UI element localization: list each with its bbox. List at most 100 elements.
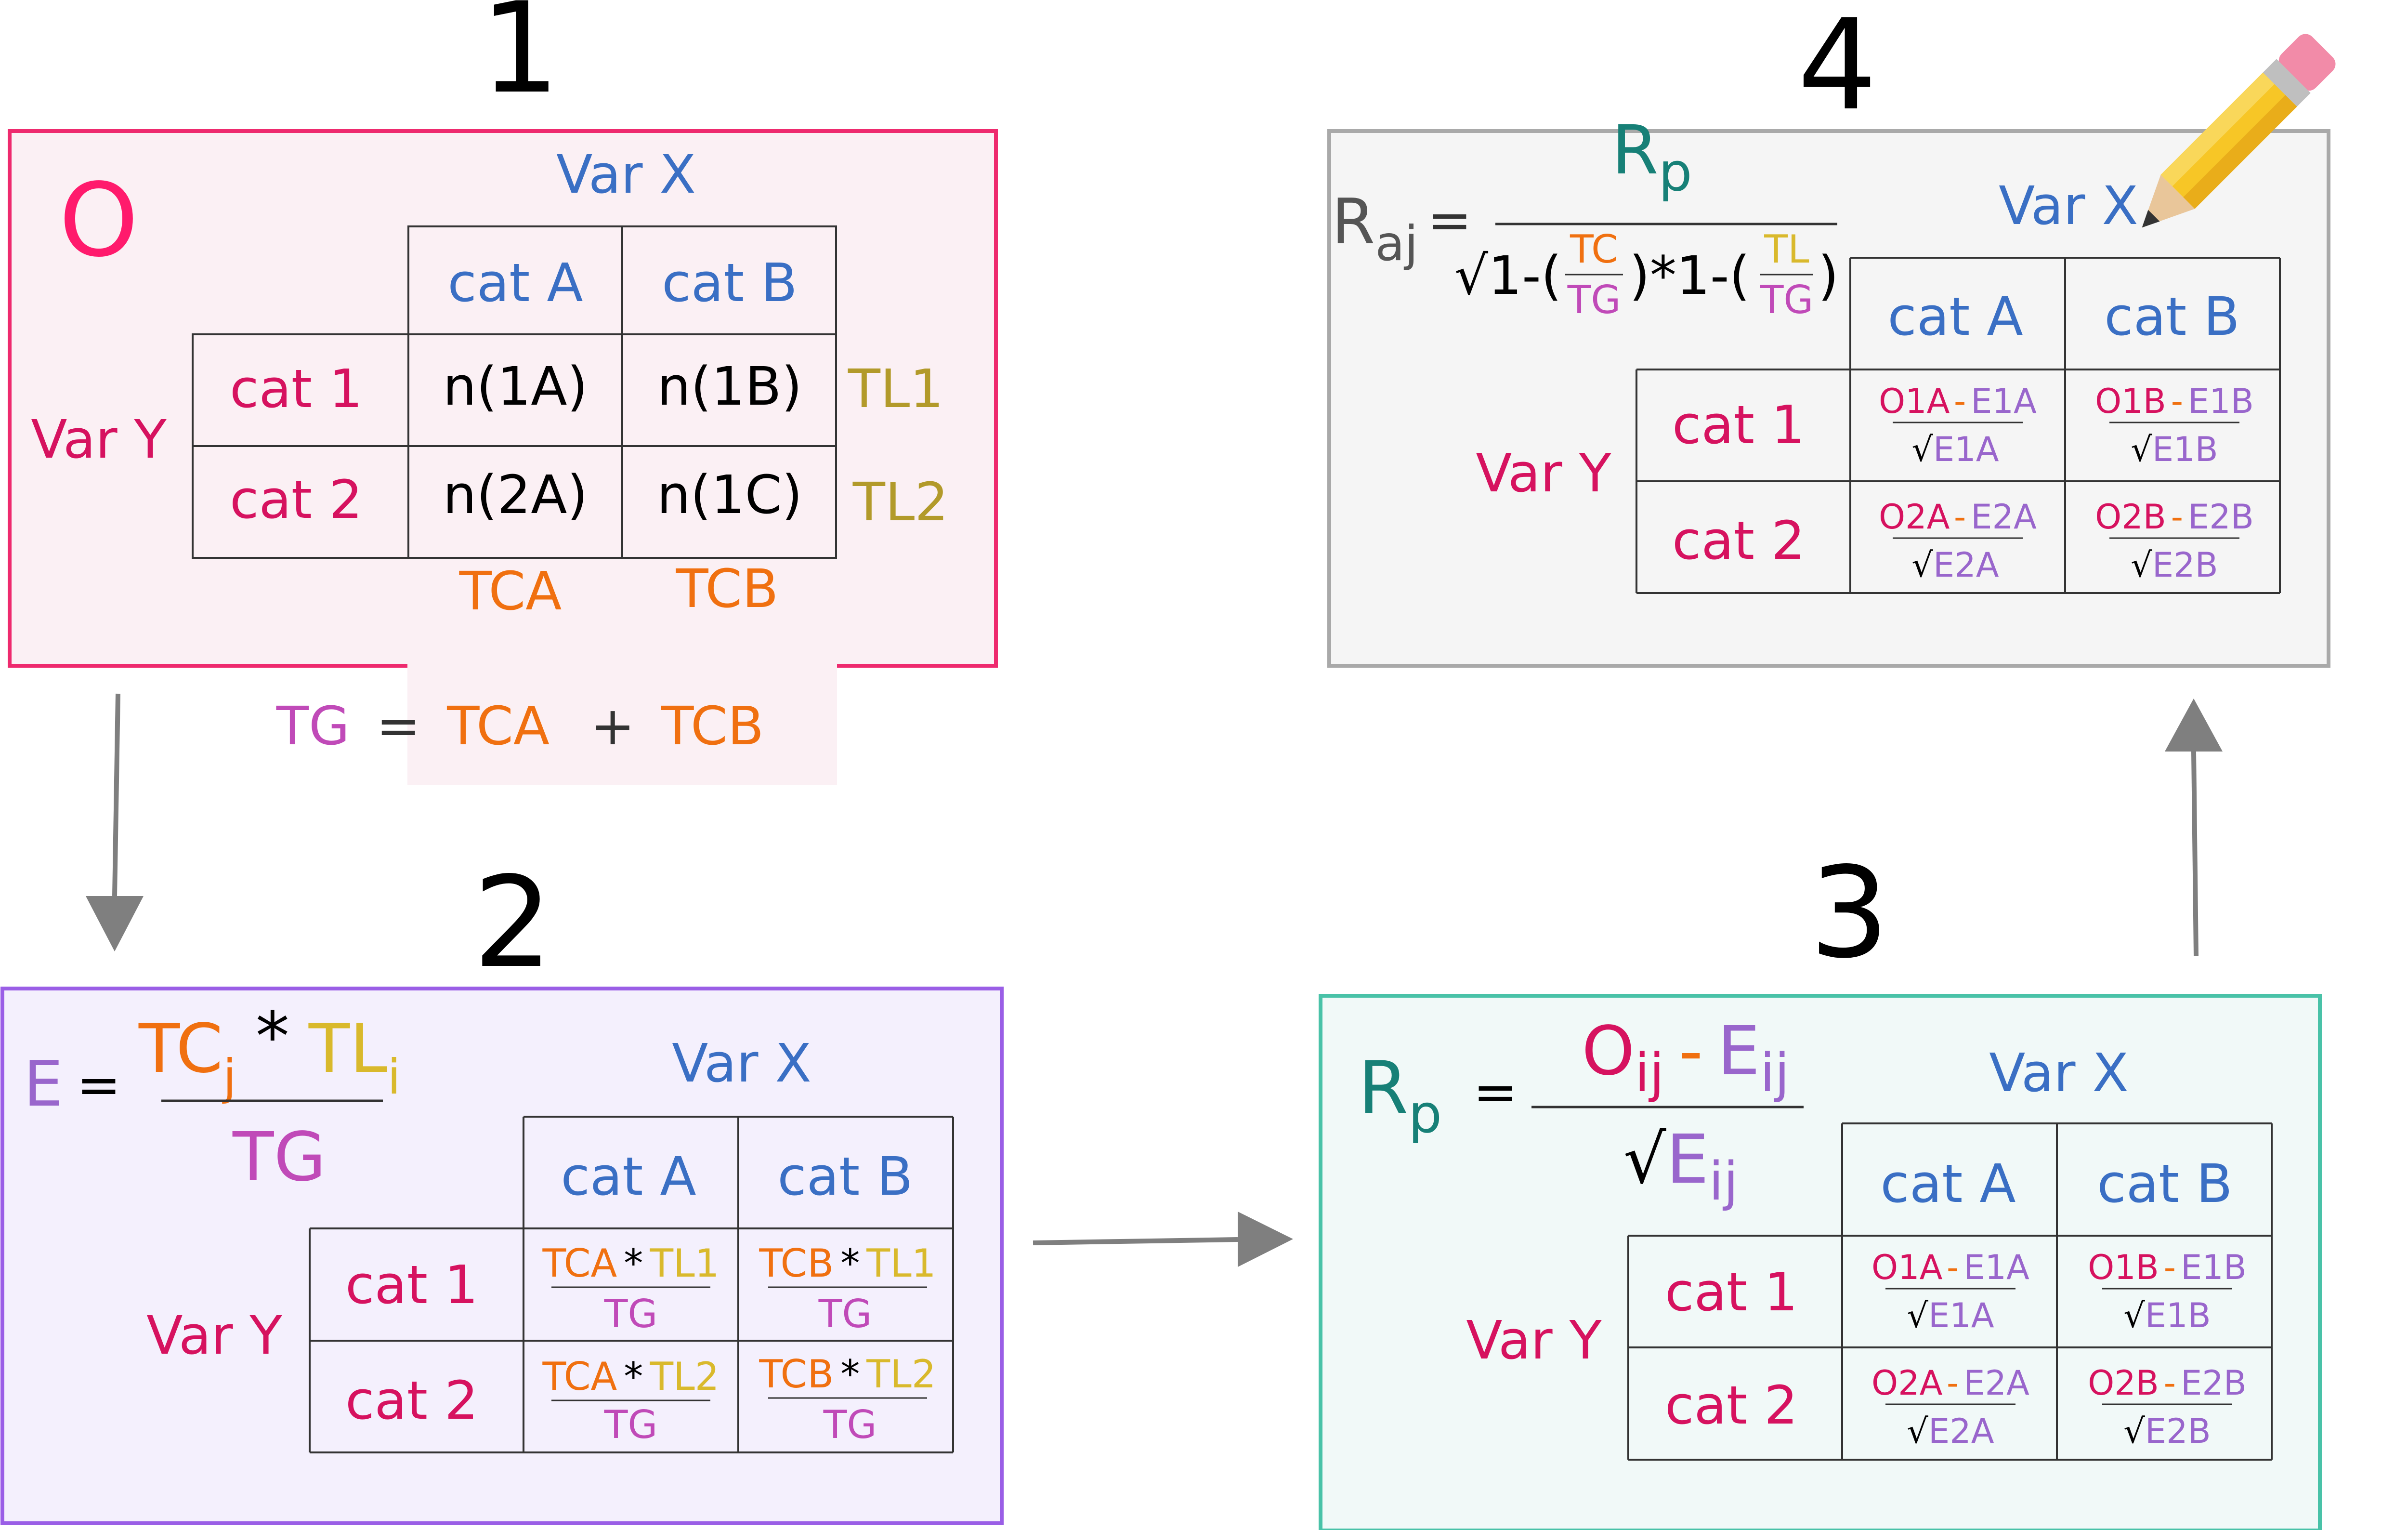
step-number-4: 4 (1797, 0, 1877, 138)
expected-symbol: E (24, 1047, 63, 1121)
tc-term: TC (138, 1010, 223, 1088)
row-total-1: TL1 (848, 358, 943, 420)
total-formula: TG = TCA + TCB (276, 695, 764, 757)
residual-numerator: Oij - Eij (1582, 1012, 1789, 1104)
var-y-label: Var Y (1466, 1309, 1602, 1371)
adjusted-den-mid: )*1-( (1629, 245, 1750, 306)
adjusted-table (1636, 257, 2281, 594)
svg-text:TG: TG (604, 1292, 658, 1336)
step-3-panel: 3 Rp = Oij - Eij √Eij Var X Var Y cat A ca… (1319, 841, 2322, 1530)
cell-1a: n(1A) (443, 356, 588, 417)
residual-table (1627, 1122, 2273, 1461)
plus-sign: + (590, 695, 635, 757)
col-total-a: TCA (459, 560, 562, 622)
arrow-icon (1238, 1212, 1293, 1267)
svg-text:O2A-E2A: O2A - E2A (1871, 1363, 2029, 1403)
adjusted-cell-2a: O2A - E2A √E2A (1879, 497, 2037, 585)
adjusted-symbol: Raj (1332, 185, 1418, 272)
col-header-cat-a: cat A (561, 1146, 696, 1207)
adjusted-numerator: Rp (1611, 111, 1692, 203)
eq-sign: = (376, 695, 420, 757)
row-header-cat-1: cat 1 (1672, 394, 1805, 456)
col-header-cat-a: cat A (447, 252, 583, 314)
arrow-3-to-4 (2191, 751, 2199, 957)
expected-cell-1b: TCB * TL1 TG (759, 1241, 936, 1336)
expected-denominator: TG (232, 1118, 326, 1197)
residual-cell-1a: O1A - E1A √E1A (1871, 1248, 2029, 1335)
col-header-cat-b: cat B (2097, 1153, 2232, 1214)
var-x-label: Var X (1989, 1042, 2129, 1104)
expected-cell-2a: TCA * TL2 TG (542, 1354, 719, 1447)
row-total-2: TL2 (852, 471, 948, 533)
expected-cell-2b: TCB * TL2 TG (759, 1352, 936, 1447)
col-header-cat-b: cat B (777, 1146, 913, 1207)
adjusted-tl: TL (1764, 227, 1809, 272)
svg-text:O2A-E2A: O2A - E2A (1879, 497, 2037, 537)
var-y-label: Var Y (31, 409, 167, 470)
row-header-cat-1: cat 1 (345, 1254, 478, 1316)
svg-text:√E2A: √E2A (1907, 1411, 1994, 1451)
svg-text:√E2B: √E2B (2131, 545, 2218, 585)
svg-text:TCA*TL2: TCA * TL2 (542, 1354, 719, 1399)
adjusted-cell-2b: O2B - E2B √E2B (2095, 497, 2254, 585)
adjusted-den-start: √1-( (1454, 245, 1562, 306)
star: * (256, 998, 289, 1076)
adjusted-tg-1: TG (1567, 277, 1621, 322)
expected-cell-1a: TCA * TL1 TG (542, 1241, 719, 1336)
row-header-cat-2: cat 2 (345, 1370, 478, 1431)
svg-text:√E1B: √E1B (2123, 1296, 2211, 1335)
svg-text:O2B-E2B: O2B - E2B (2095, 497, 2254, 537)
svg-text:TG: TG (823, 1402, 877, 1447)
row-header-cat-1: cat 1 (230, 358, 363, 420)
residual-denominator: √Eij (1623, 1121, 1739, 1212)
tl-sub: i (387, 1049, 401, 1105)
observed-symbol: O (59, 161, 138, 279)
arrow-icon (2165, 699, 2223, 752)
step-number-2: 2 (473, 850, 552, 996)
adjusted-eq: = (1427, 189, 1472, 251)
step-4-panel: 4 Raj = Rp √1-( TC TG )*1-( TL TG ) Var … (1327, 0, 2336, 668)
svg-text:√E1A: √E1A (1911, 430, 1999, 469)
residual-cell-2b: O2B - E2B √E2B (2088, 1363, 2247, 1451)
svg-text:O1A-E1A: O1A - E1A (1871, 1248, 2029, 1287)
row-header-cat-2: cat 2 (1665, 1374, 1798, 1436)
cell-2a: n(2A) (443, 464, 588, 526)
svg-text:√E1B: √E1B (2131, 430, 2218, 469)
arrow-2-to-3 (1033, 1237, 1238, 1245)
svg-text:TG: TG (818, 1292, 872, 1336)
adjusted-den-end: ) (1818, 245, 1839, 306)
col-header-cat-a: cat A (1880, 1153, 2015, 1214)
svg-text:O1A-E1A: O1A - E1A (1879, 382, 2037, 421)
svg-text:TCB*TL1: TCB * TL1 (759, 1241, 936, 1286)
col-header-cat-a: cat A (1887, 286, 2023, 347)
cell-1b: n(1B) (657, 356, 802, 417)
step-2-panel: 2 E = TCj * TLi TG Var X Var Y cat A cat B… (0, 850, 1004, 1525)
cell-2b: n(1C) (657, 464, 802, 526)
var-x-label: Var X (556, 144, 696, 205)
svg-text:O1B-E1B: O1B - E1B (2088, 1248, 2247, 1287)
svg-text:TCA*TL1: TCA * TL1 (542, 1241, 719, 1286)
col-header-cat-b: cat B (662, 252, 797, 314)
row-header-cat-2: cat 2 (1672, 510, 1805, 571)
residual-cell-1b: O1B - E1B √E1B (2088, 1248, 2247, 1335)
svg-text:O2B-E2B: O2B - E2B (2088, 1363, 2247, 1403)
row-header-cat-2: cat 2 (230, 469, 363, 530)
adjusted-tc: TC (1570, 227, 1618, 272)
svg-text:TCB*TL2: TCB * TL2 (759, 1352, 936, 1397)
step-number-1: 1 (480, 0, 560, 121)
adjusted-tg-2: TG (1760, 277, 1814, 322)
var-y-label: Var Y (1476, 442, 1611, 504)
expected-box (0, 987, 1004, 1525)
svg-text:√E2B: √E2B (2123, 1411, 2211, 1451)
var-x-label: Var X (1999, 175, 2138, 237)
col-header-cat-b: cat B (2104, 286, 2239, 347)
svg-text:√E2A: √E2A (1911, 545, 1999, 585)
var-x-label: Var X (672, 1032, 811, 1094)
residual-cell-2a: O2A - E2A √E2A (1871, 1363, 2029, 1451)
expected-table (309, 1116, 954, 1453)
residual-box (1319, 994, 2322, 1530)
expected-eq: = (77, 1054, 121, 1116)
svg-text:√E1A: √E1A (1907, 1296, 1994, 1335)
arrow-1-to-2 (112, 693, 120, 897)
